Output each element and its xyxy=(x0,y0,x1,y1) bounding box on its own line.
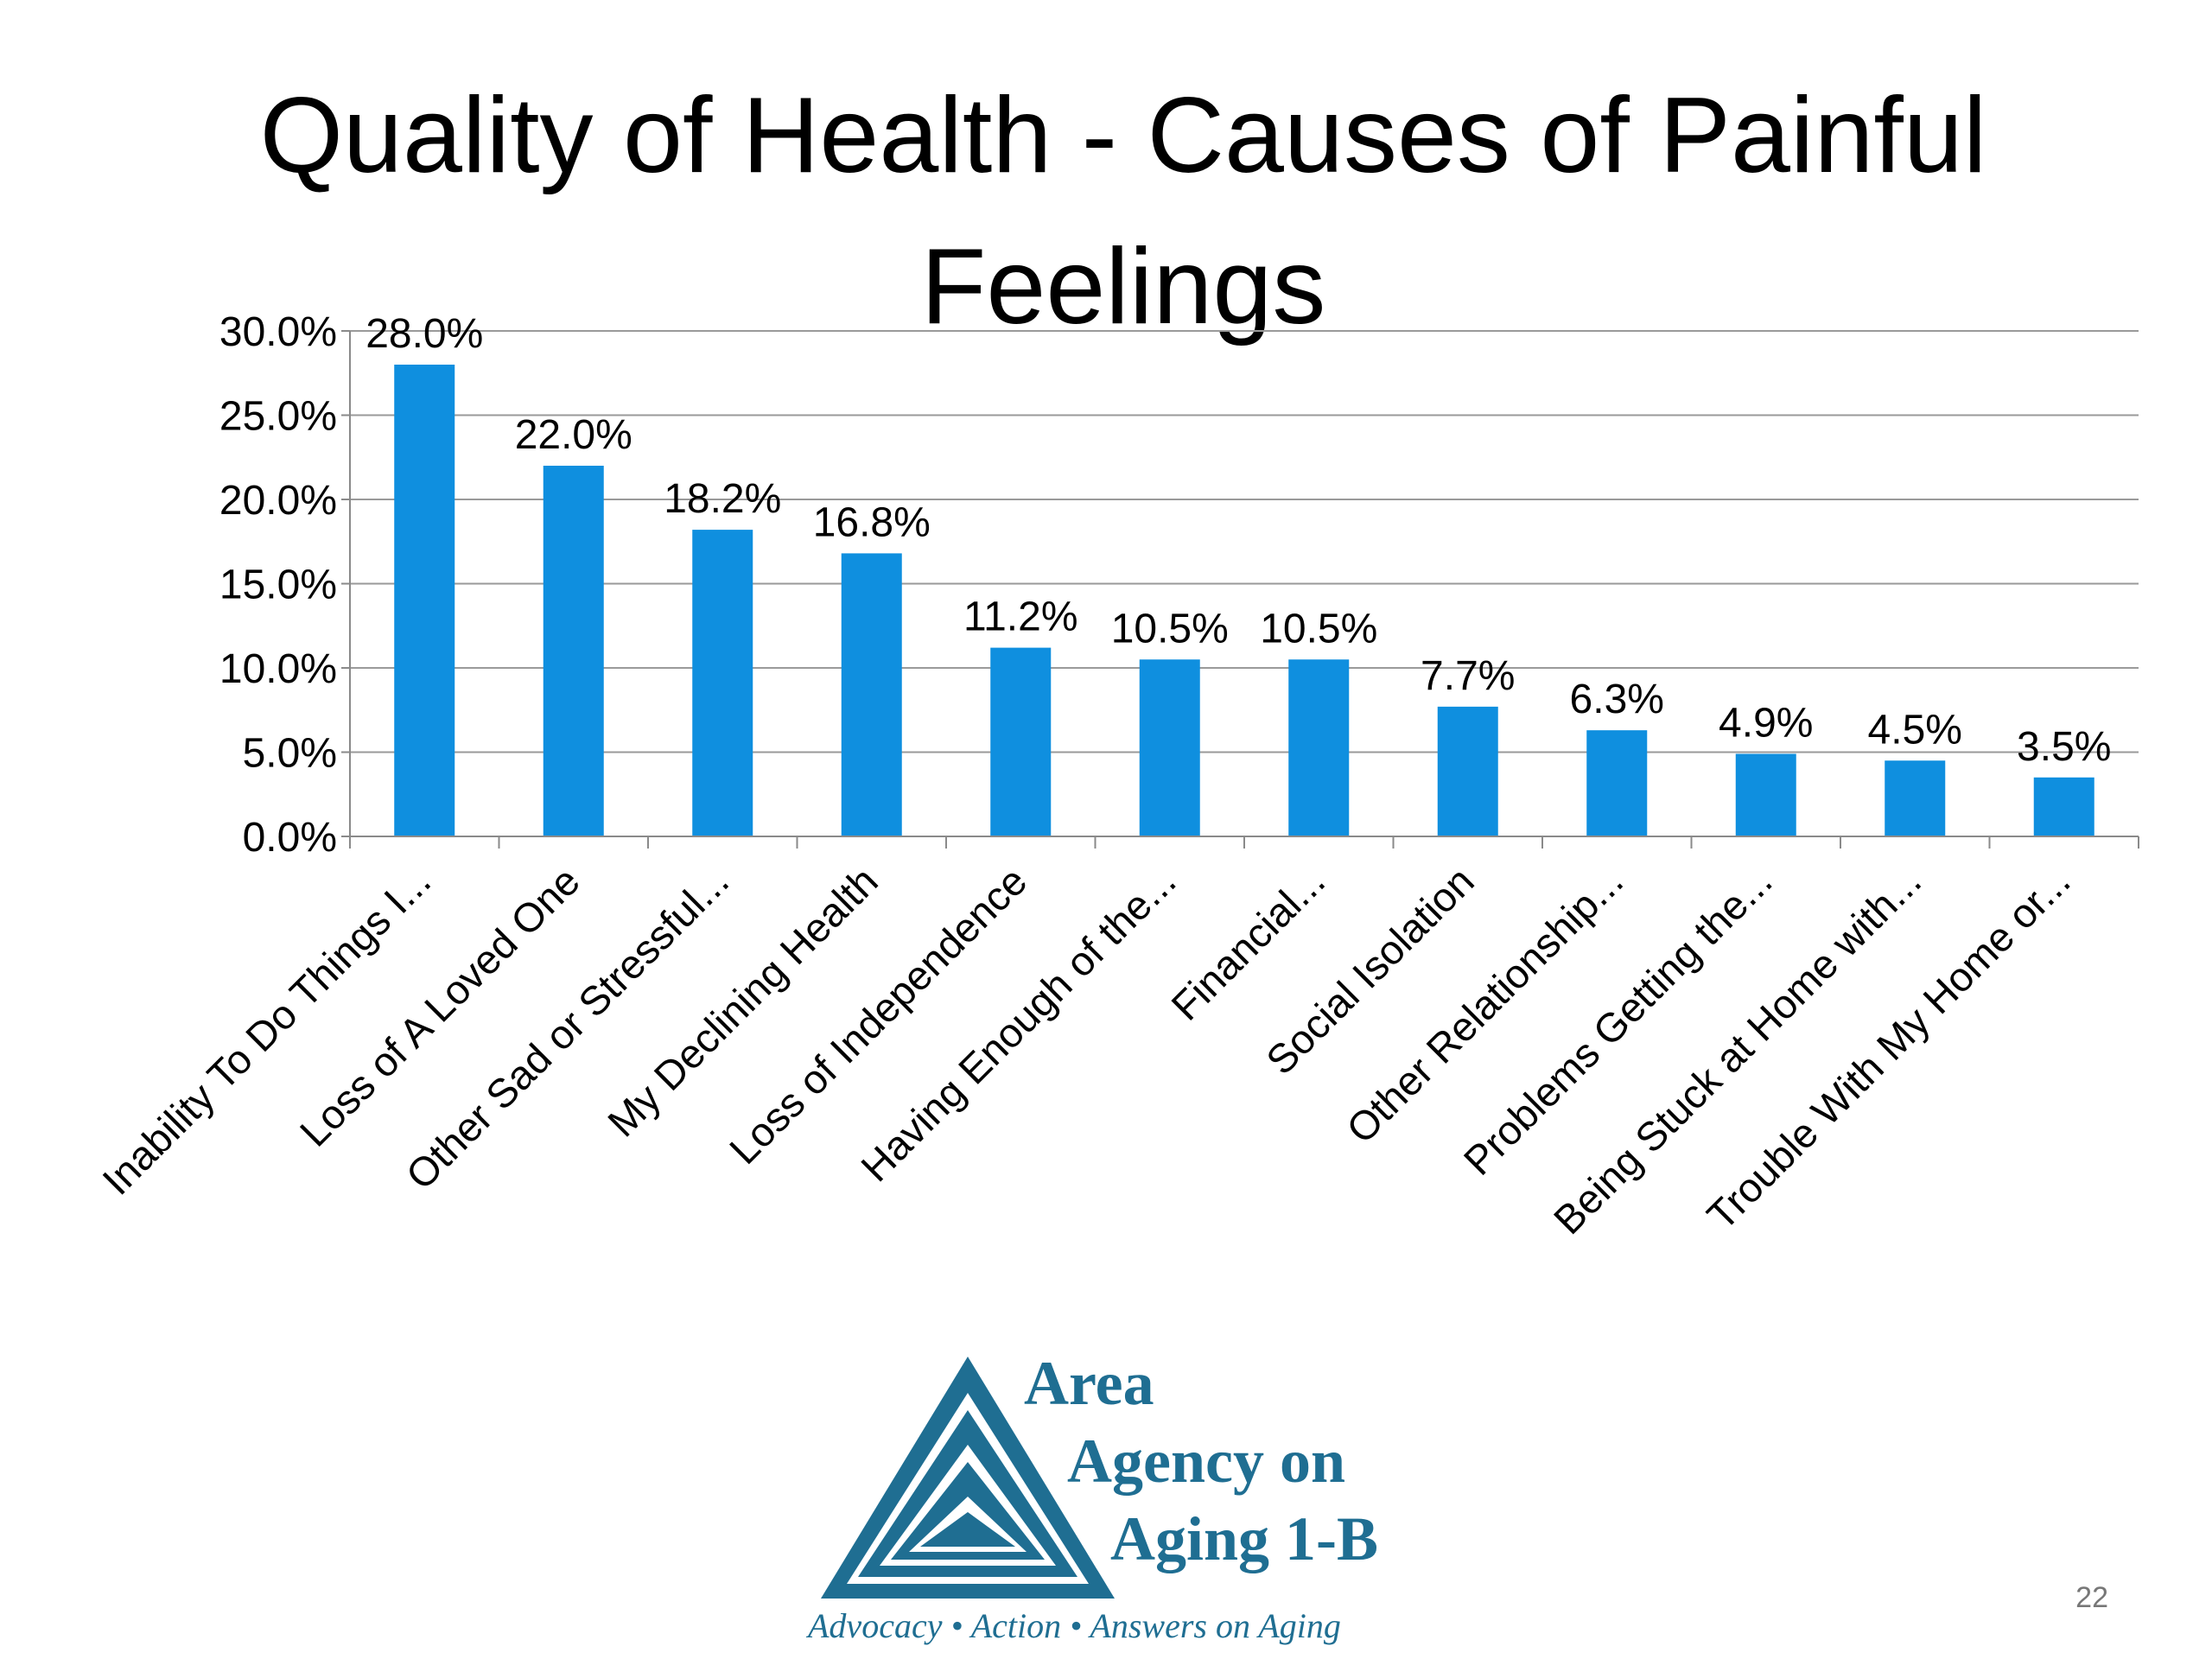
y-tick-label: 0.0% xyxy=(243,815,337,861)
y-tick-label: 15.0% xyxy=(219,563,337,608)
data-label: 28.0% xyxy=(365,311,483,357)
category-label: Loss of A Loved One xyxy=(291,858,588,1155)
axes xyxy=(341,330,2139,849)
data-label: 10.5% xyxy=(1260,606,1377,652)
bar xyxy=(2033,777,2094,836)
logo-line-3: Aging 1-B xyxy=(1110,1504,1378,1573)
category-label: Other Relationship... xyxy=(1338,858,1631,1152)
category-label: Having Enough of the... xyxy=(852,858,1185,1191)
data-label: 10.5% xyxy=(1111,606,1229,652)
bars xyxy=(394,365,2094,836)
bar xyxy=(394,365,455,836)
bar xyxy=(1437,706,1498,836)
category-label: Loss of Independence xyxy=(721,858,1036,1173)
page-number: 22 xyxy=(2075,1581,2108,1614)
data-label: 11.2% xyxy=(963,594,1078,640)
slide-title: Quality of Health - Causes of Painful Fe… xyxy=(259,76,1987,346)
data-label: 22.0% xyxy=(515,412,632,458)
logo-line-1: Area xyxy=(1024,1349,1154,1418)
agency-logo: Area Agency on Aging 1-B Advocacy • Acti… xyxy=(805,1349,1378,1645)
bar xyxy=(1288,659,1350,836)
y-tick-label: 5.0% xyxy=(243,731,337,777)
data-label: 16.8% xyxy=(813,499,931,545)
bar xyxy=(1735,753,1796,836)
data-label: 4.9% xyxy=(1719,700,1813,746)
bar xyxy=(692,530,753,836)
bar xyxy=(543,466,604,836)
bar xyxy=(990,647,1052,836)
category-label: Problems Getting the... xyxy=(1454,858,1780,1184)
bar xyxy=(1139,659,1200,836)
data-label: 18.2% xyxy=(664,476,781,522)
category-label: My Declining Health xyxy=(599,858,887,1146)
y-tick-label: 20.0% xyxy=(219,478,337,524)
data-label: 3.5% xyxy=(2017,724,2111,770)
data-label: 6.3% xyxy=(1570,677,1664,722)
y-tick-label: 10.0% xyxy=(219,646,337,692)
logo-tagline: Advocacy • Action • Answers on Aging xyxy=(805,1606,1341,1645)
y-tick-label: 30.0% xyxy=(219,309,337,355)
data-label: 4.5% xyxy=(1868,707,1962,753)
bar xyxy=(841,553,902,836)
bar xyxy=(1885,760,1946,836)
bar xyxy=(1586,730,1648,836)
logo-line-2: Agency on xyxy=(1067,1427,1345,1496)
y-tick-label: 25.0% xyxy=(219,394,337,440)
data-label: 7.7% xyxy=(1421,653,1515,699)
bar-chart: 0.0%5.0%10.0%15.0%20.0%25.0%30.0% 28.0%In… xyxy=(93,309,2139,1243)
triangle-logo-icon xyxy=(821,1357,1115,1599)
gridlines xyxy=(350,330,2139,837)
